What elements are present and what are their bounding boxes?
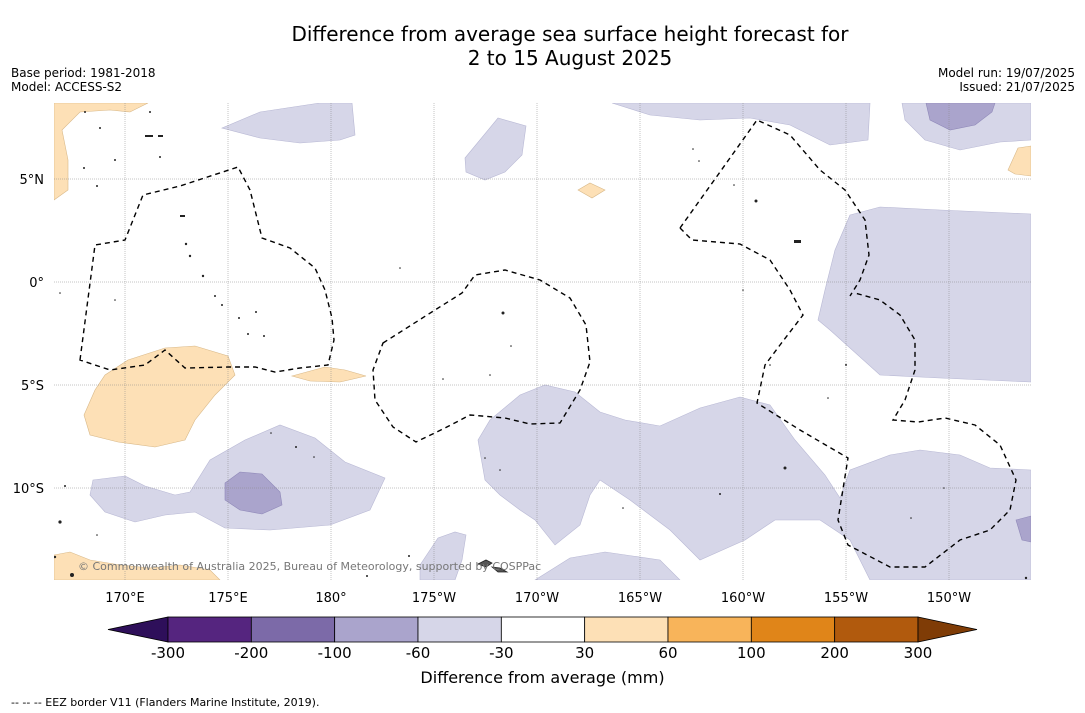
colorbar-tick-label: 300 (904, 644, 933, 662)
meta-right: Model run: 19/07/2025 Issued: 21/07/2025 (938, 66, 1075, 94)
colorbar-segment (250, 616, 336, 643)
anomaly-high (54, 103, 1031, 580)
colorbar-segment (667, 616, 752, 643)
colorbar-max-arrow (917, 616, 978, 643)
lon-label: 175°E (208, 591, 248, 606)
colorbar-tick-label: 60 (658, 644, 677, 662)
lat-label: 5°S (21, 379, 44, 394)
lat-label: 0° (29, 276, 44, 291)
colorbar-tick-label: 30 (575, 644, 594, 662)
colorbar-tick-label: -100 (318, 644, 352, 662)
colorbar-tick-label: -30 (489, 644, 514, 662)
lon-label: 180° (315, 591, 346, 606)
lon-label: 165°W (618, 591, 662, 606)
colorbar-segment (500, 616, 586, 643)
colorbar-tick-label: -300 (151, 644, 185, 662)
colorbar-ticks: -300 -200 -100 -60 -30 30 60 100 200 300 (151, 644, 932, 662)
colorbar-segment (334, 616, 419, 643)
lat-labels: 5°N 0° 5°S 10°S (13, 173, 44, 497)
map-title: Difference from average sea surface heig… (0, 22, 1085, 70)
map-area: © Commonwealth of Australia 2025, Bureau… (54, 103, 1031, 580)
colorbar-tick-label: 200 (820, 644, 849, 662)
colorbar-label: Difference from average (mm) (420, 668, 665, 687)
colorbar-segment (834, 616, 919, 643)
title-line-1: Difference from average sea surface heig… (291, 22, 849, 46)
colorbar-segment (750, 616, 836, 643)
colorbar-tick-label: 100 (737, 644, 766, 662)
colorbar (107, 616, 978, 643)
model-name: Model: ACCESS-S2 (11, 80, 123, 94)
footer-note: -- -- -- EEZ border V11 (Flanders Marine… (11, 696, 320, 709)
issued-date: Issued: 21/07/2025 (959, 80, 1075, 94)
samoa-islands (477, 559, 509, 573)
lat-label: 5°N (20, 173, 45, 188)
anomaly-lower (224, 103, 1031, 543)
lon-label: 155°W (824, 591, 868, 606)
lon-label: 170°E (105, 591, 145, 606)
lon-label: 150°W (927, 591, 971, 606)
lon-label: 175°W (412, 591, 456, 606)
copyright-text: © Commonwealth of Australia 2025, Bureau… (78, 560, 541, 573)
title-line-2: 2 to 15 August 2025 (467, 46, 673, 70)
grid-lines (54, 103, 1031, 580)
colorbar-tick-label: -200 (234, 644, 268, 662)
base-period: Base period: 1981-2018 (11, 66, 156, 80)
colorbar-segment (584, 616, 669, 643)
colorbar-min-arrow (107, 616, 169, 643)
eez-borders (79, 119, 1017, 568)
meta-left: Base period: 1981-2018 Model: ACCESS-S2 (11, 66, 156, 94)
lon-label: 160°W (721, 591, 765, 606)
model-run: Model run: 19/07/2025 (937, 66, 1075, 80)
colorbar-segment (417, 616, 502, 643)
colorbar-segment (167, 616, 252, 643)
lat-label: 10°S (13, 482, 44, 497)
lon-label: 170°W (515, 591, 559, 606)
lon-labels: 170°E 175°E 180° 175°W 170°W 165°W 160°W… (105, 591, 971, 606)
colorbar-tick-label: -60 (406, 644, 431, 662)
